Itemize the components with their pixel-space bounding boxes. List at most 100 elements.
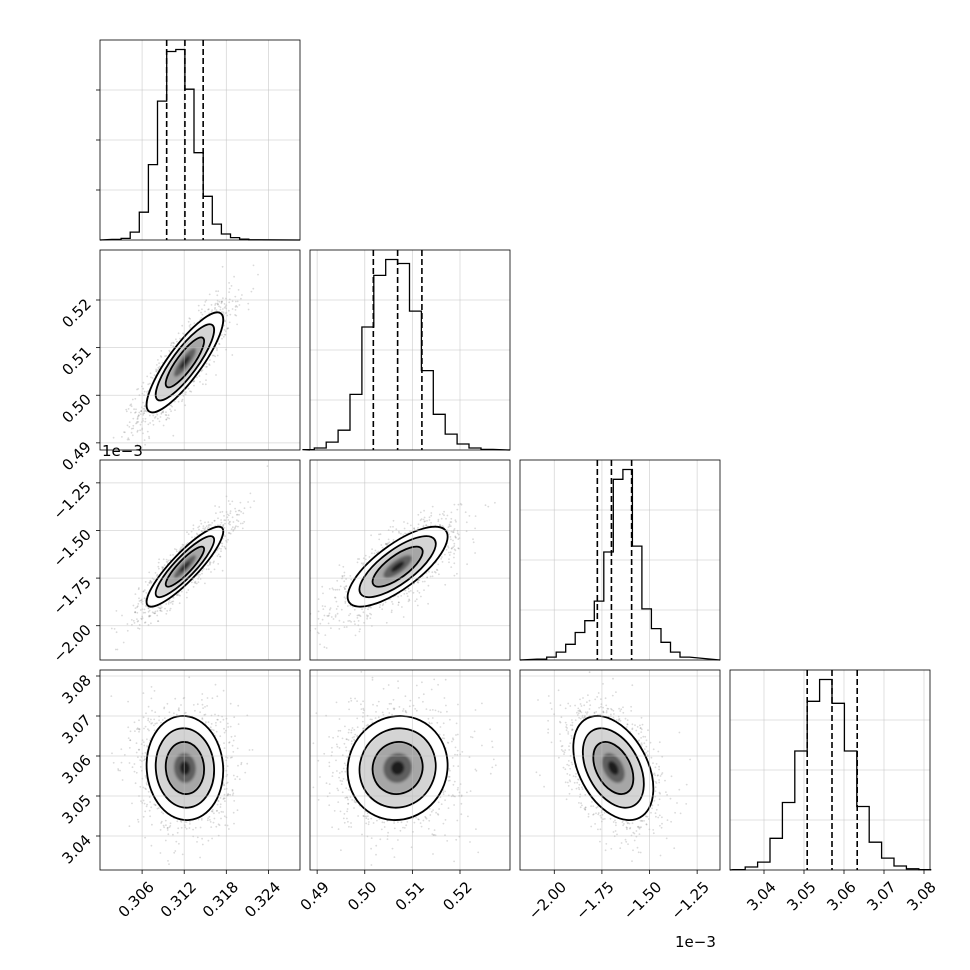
scatter-point [128,426,131,428]
scatter-point [143,744,146,747]
scatter-point [330,627,332,630]
scatter-point [149,815,152,818]
scatter-point [374,549,377,552]
scatter-point [420,595,422,598]
scatter-point [222,524,225,527]
scatter-point [129,404,132,407]
scatter-point [149,422,152,424]
scatter-point [220,521,223,524]
scatter-point [216,555,219,557]
scatter-point [441,513,444,515]
scatter-point [193,536,196,538]
scatter-point [431,575,434,578]
scatter-point [201,718,204,720]
scatter-point [340,608,343,611]
scatter-point [407,600,410,603]
scatter-point [192,380,195,383]
scatter-point [156,573,159,576]
scatter-point [126,438,129,441]
scatter-point [450,566,453,568]
scatter-point [137,388,140,390]
scatter-point [147,606,150,609]
scatter-point [369,612,371,615]
scatter-point [121,614,123,617]
scatter-point [356,561,359,564]
scatter-point [350,578,353,581]
scatter-point [114,648,117,651]
scatter-point [153,612,156,615]
scatter-point [454,519,457,522]
scatter-point [227,522,230,525]
scatter-point [231,308,234,310]
scatter-point [391,600,393,603]
scatter-point [416,581,419,584]
scatter-point [162,410,165,412]
scatter-point [234,507,237,510]
scatter-point [232,521,235,523]
scatter-point [161,719,164,721]
scatter-point [147,383,150,386]
scatter-point [438,573,440,576]
scatter-point [452,531,454,533]
scatter-point [229,313,232,316]
scatter-point [200,819,203,821]
scatter-point [343,586,346,589]
scatter-point [241,527,244,530]
scatter-point [343,580,346,583]
scatter-point [457,547,460,550]
scatter-point [406,522,409,525]
scatter-point [227,519,230,521]
scatter-point [165,411,167,414]
scatter-point [466,563,468,566]
scatter-point [397,601,400,604]
scatter-point [159,607,162,610]
scatter-point [429,575,432,578]
scatter-point [167,414,170,417]
scatter-point [417,579,420,582]
scatter-point [208,561,211,563]
scatter-point [200,370,203,373]
scatter-point [448,533,450,535]
scatter-point [137,414,140,416]
scatter-point [134,411,137,414]
scatter-point [437,563,440,566]
scatter-point [341,575,344,578]
scatter-point [136,443,139,446]
scatter-point [166,561,169,563]
scatter-point [154,572,157,574]
scatter-point [223,545,226,548]
scatter-point [402,616,405,618]
scatter-point [378,533,380,536]
scatter-point [349,612,352,615]
scatter-point [193,581,196,584]
scatter-point [153,374,156,377]
scatter-point [379,604,382,606]
scatter-point [494,501,496,504]
scatter-point [403,521,405,523]
scatter-point [217,517,219,520]
scatter-point [144,836,147,839]
scatter-point [455,536,457,539]
scatter-point [344,588,346,590]
scatter-point [197,573,200,576]
scatter-point [134,611,137,614]
scatter-point [356,617,359,619]
scatter-point [186,596,188,599]
scatter-point [231,500,234,503]
scatter-point [221,265,224,268]
scatter-point [137,620,140,622]
scatter-point [422,524,425,527]
scatter-point [454,549,457,552]
scatter-point [134,607,137,609]
scatter-point [171,603,174,605]
scatter-point [136,605,139,608]
scatter-point [125,408,128,411]
scatter-point [127,437,130,440]
scatter-point [138,600,141,602]
scatter-point [137,414,140,417]
scatter-point [139,609,142,611]
scatter-point [207,524,210,527]
scatter-point [439,524,442,526]
scatter-point [210,571,212,573]
scatter-point [392,525,394,528]
